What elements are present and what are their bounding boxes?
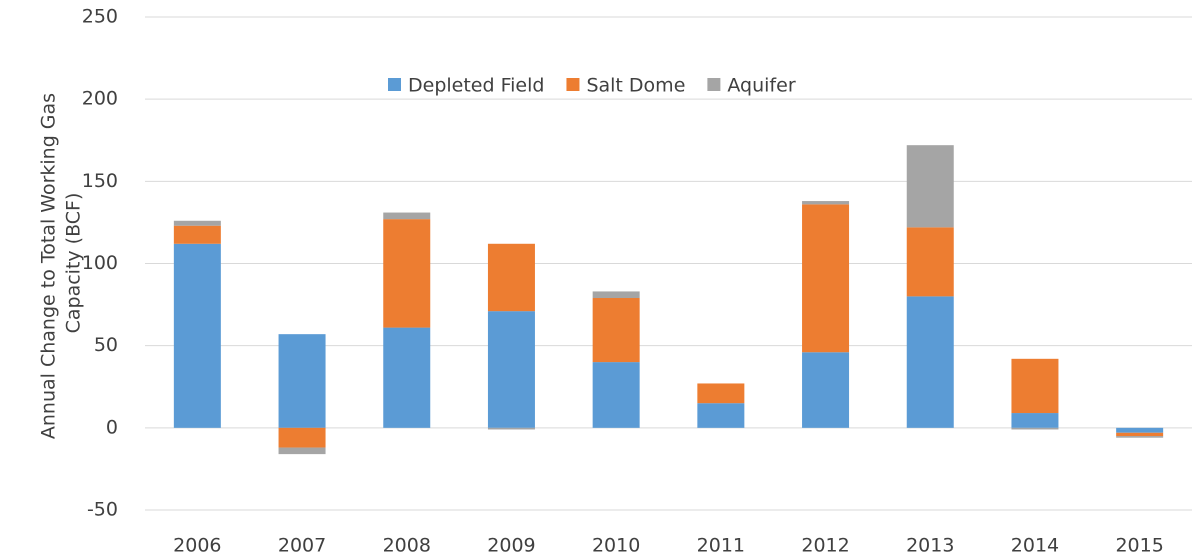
bar-segment <box>592 362 640 428</box>
x-tick-label: 2010 <box>592 535 640 557</box>
bar-segment <box>592 291 640 299</box>
bar-segment <box>487 427 535 430</box>
bar-segment <box>1011 358 1059 414</box>
bar-segment <box>802 352 850 428</box>
bar-segment <box>383 219 431 328</box>
bar-segment <box>802 201 850 205</box>
x-tick-label: 2007 <box>278 535 326 557</box>
x-tick-label: 2013 <box>906 535 954 557</box>
y-tick-label: 50 <box>94 334 118 356</box>
y-tick-label: 200 <box>82 88 118 110</box>
bar-segment <box>906 145 954 228</box>
bar-segment <box>802 204 850 353</box>
bar-segment <box>487 311 535 428</box>
bar-segment <box>383 327 431 428</box>
bar-segment <box>592 298 640 363</box>
y-tick-label: -50 <box>87 499 118 521</box>
y-axis-label: Annual Change to Total Working Gas Capac… <box>37 87 84 439</box>
legend-label: Depleted Field <box>408 75 544 97</box>
bar-segment <box>1116 432 1164 437</box>
bar-segment <box>697 383 745 404</box>
y-tick-label: 150 <box>82 170 118 192</box>
bar-segment <box>278 447 326 455</box>
x-tick-label: 2012 <box>801 535 849 557</box>
legend-swatch <box>707 78 721 91</box>
y-tick-label: 0 <box>106 416 118 438</box>
legend-swatch <box>566 78 580 91</box>
legend-label: Salt Dome <box>586 75 685 97</box>
bar-segment <box>278 427 326 448</box>
x-tick-label: 2011 <box>697 535 745 557</box>
legend: Depleted Field Salt Dome Aquifer <box>388 75 796 97</box>
bar-segment <box>383 212 431 220</box>
bar-segment <box>906 227 954 297</box>
bar-segment <box>1011 413 1059 428</box>
y-tick-label: 250 <box>82 6 118 28</box>
x-tick-label: 2008 <box>383 535 431 557</box>
bar-segment <box>697 403 745 428</box>
bar-segment <box>173 225 221 244</box>
y-axis-label-line: Annual Change to Total Working Gas <box>37 93 59 439</box>
bar-segment <box>1116 427 1164 433</box>
bar-segment <box>906 296 954 428</box>
x-tick-label: 2009 <box>487 535 535 557</box>
bar-segment <box>487 243 535 312</box>
x-tick-label: 2014 <box>1011 535 1059 557</box>
y-tick-label: 100 <box>82 252 118 274</box>
bar-segment <box>278 334 326 428</box>
bars <box>173 145 1164 455</box>
x-tick-label: 2006 <box>173 535 221 557</box>
bar-segment <box>1011 427 1059 430</box>
legend-swatch <box>388 78 401 91</box>
legend-label: Aquifer <box>727 75 795 97</box>
bar-segment <box>173 243 221 428</box>
bar-segment <box>1116 436 1164 438</box>
x-tick-label: 2015 <box>1115 535 1163 557</box>
y-axis-label-line: Capacity (BCF) <box>62 193 84 334</box>
bar-segment <box>173 220 221 226</box>
